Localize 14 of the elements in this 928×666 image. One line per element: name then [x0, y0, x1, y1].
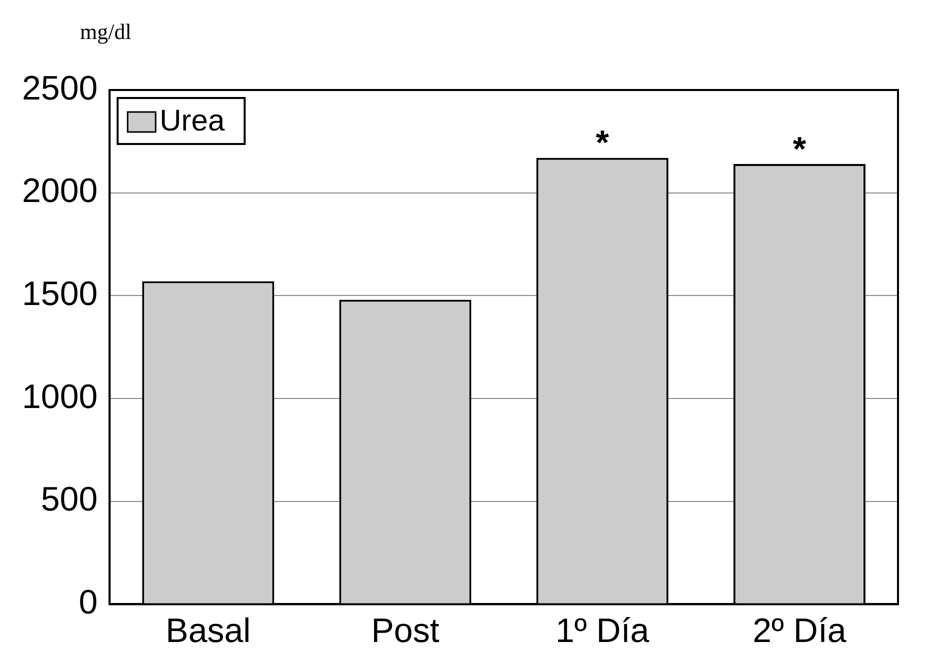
y-tick-label: 0 [78, 584, 98, 622]
y-tick-label: 500 [40, 480, 98, 519]
y-tick-label: 1000 [22, 378, 98, 416]
legend-label: Urea [160, 104, 225, 138]
y-axis-title: mg/dl [80, 18, 132, 44]
annotation: * [792, 130, 807, 168]
x-tick-label: Basal [166, 612, 251, 650]
y-tick-label: 2500 [22, 69, 98, 108]
x-tick-label: 1º Día [556, 612, 650, 650]
x-tick-label: Post [371, 612, 440, 650]
annotation: * [596, 124, 610, 162]
x-tick-label: 2º Día [752, 612, 846, 650]
y-tick-label: 1500 [22, 275, 98, 314]
y-tick-label: 2000 [22, 172, 98, 210]
